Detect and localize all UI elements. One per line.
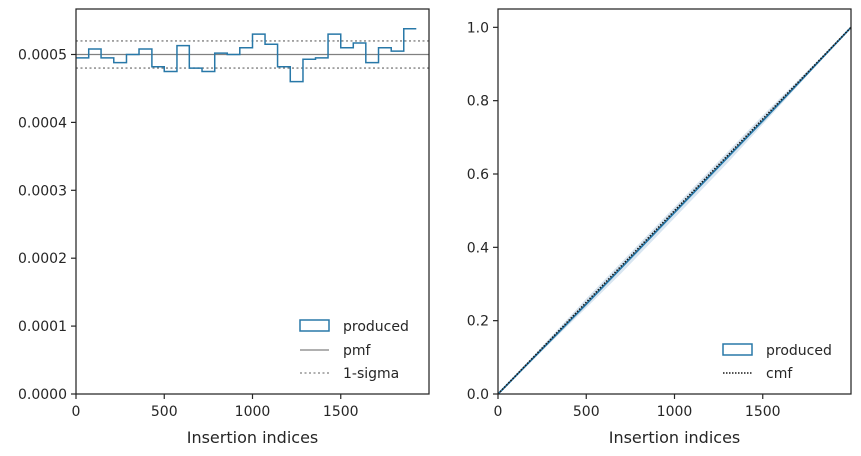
legend-label-produced: produced [343,319,409,335]
cmf-x-axis-label: Insertion indices [609,428,741,447]
legend-label-produced-cmf: produced [766,343,832,359]
legend-swatch-produced [299,319,330,332]
cmf-line [497,26,852,395]
produced-histogram-step [76,27,417,83]
x-tick-label: 1000 [657,404,693,420]
y-tick-label: 0.8 [467,94,489,110]
pmf-axes-frame [75,8,430,395]
y-tick-label: 0.0005 [18,47,67,63]
legend-label-1-sigma: 1-sigma [343,366,399,382]
y-tick-label: 0.2 [467,314,489,330]
pmf-x-axis-label: Insertion indices [187,428,319,447]
pmf-ticks: 0 500 1000 1500 0.0000 0.0001 0.0002 0.0003 0.00… [18,47,359,420]
y-tick-label: 0.6 [467,167,489,183]
legend-label-pmf: pmf [343,343,372,359]
x-tick-label: 1500 [323,404,359,420]
x-tick-label: 1000 [235,404,271,420]
y-tick-label: 0.0 [467,387,489,403]
produced-line [497,26,852,395]
legend-swatch-produced-cmf [722,343,753,356]
cmf-ticks: 0 500 1000 1500 0.0 0.2 0.4 0.6 0.8 1.0 [467,20,781,420]
cmf-legend: produced cmf [722,343,832,382]
y-tick-label: 1.0 [467,20,489,36]
cmf-marks [497,26,852,395]
legend-label-cmf: cmf [766,366,793,382]
y-tick-label: 0.0003 [18,183,67,199]
y-tick-label: 0.4 [467,240,489,256]
cmf-panel: 0 500 1000 1500 0.0 0.2 0.4 0.6 0.8 1.0 Insertion… [467,8,852,447]
y-tick-label: 0.0001 [18,319,67,335]
x-tick-label: 0 [494,404,503,420]
pmf-panel: 0 500 1000 1500 0.0000 0.0001 0.0002 0.0003 0.00… [18,8,430,447]
y-tick-label: 0.0002 [18,251,67,267]
pmf-legend: produced pmf 1-sigma [299,319,409,382]
y-tick-label: 0.0000 [18,387,67,403]
x-tick-label: 1500 [745,404,781,420]
y-tick-label: 0.0004 [18,115,67,131]
pmf-marks [76,27,429,83]
x-tick-label: 500 [151,404,178,420]
cmf-axes-frame [497,8,852,395]
x-tick-label: 500 [573,404,600,420]
x-tick-label: 0 [72,404,81,420]
